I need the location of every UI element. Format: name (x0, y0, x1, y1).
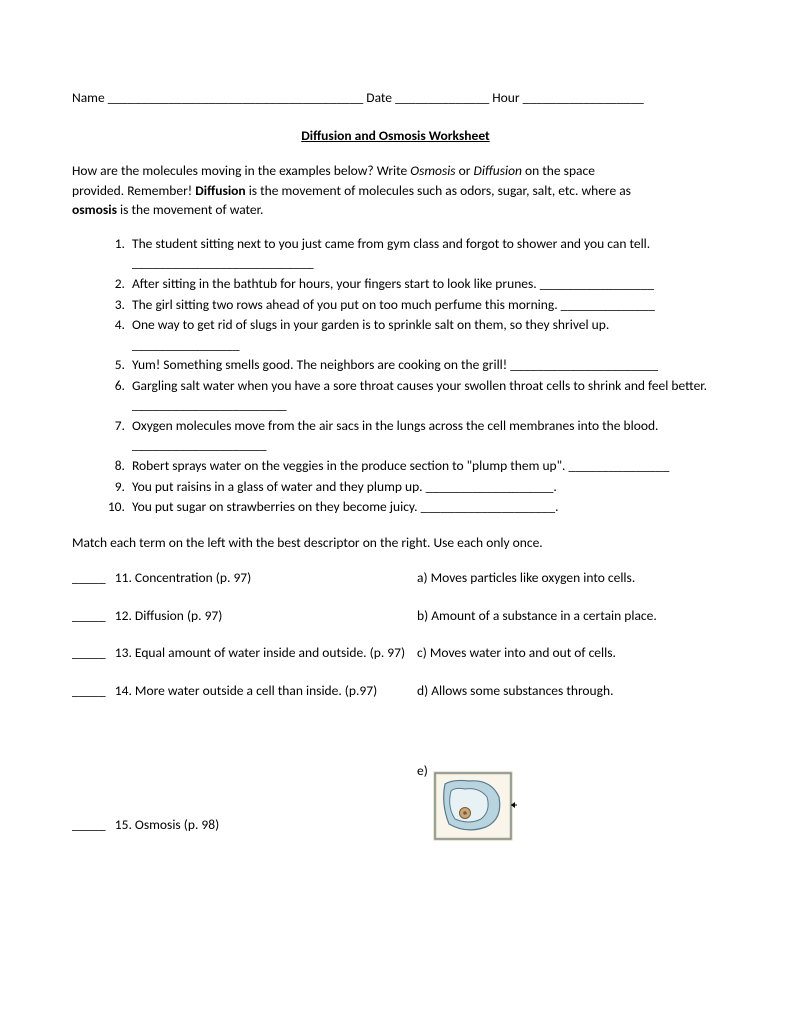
match-right: a) Moves particles like oxygen into cell… (417, 568, 719, 588)
cell-diagram-icon (431, 769, 517, 843)
match-right: c) Moves water into and out of cells. (417, 643, 719, 663)
question-item: Gargling salt water when you have a sore… (128, 376, 719, 415)
match-answer-letter: e) (417, 762, 428, 779)
intro-text: or (456, 162, 474, 179)
match-row: _____ 11. Concentration (p. 97) a) Moves… (72, 568, 719, 588)
match-term: 14. More water outside a cell than insid… (115, 682, 377, 699)
intro-bold-osmosis: osmosis (72, 201, 117, 218)
intro-text: on the space (522, 162, 595, 179)
match-row: _____ 15. Osmosis (p. 98) e) (72, 761, 719, 835)
intro-paragraph: How are the molecules moving in the exam… (72, 161, 719, 220)
match-left: _____ 11. Concentration (p. 97) (72, 568, 417, 588)
match-row: _____ 14. More water outside a cell than… (72, 681, 719, 701)
match-right: b) Amount of a substance in a certain pl… (417, 606, 719, 626)
question-list: The student sitting next to you just cam… (72, 234, 719, 517)
question-item: The girl sitting two rows ahead of you p… (128, 295, 719, 315)
worksheet-title: Diffusion and Osmosis Worksheet (72, 126, 719, 146)
header-fields: Name ___________________________________… (72, 88, 719, 108)
match-left: _____ 15. Osmosis (p. 98) (72, 815, 417, 835)
match-left: _____ 13. Equal amount of water inside a… (72, 643, 417, 663)
question-item: Robert sprays water on the veggies in th… (128, 456, 719, 476)
match-row: _____ 13. Equal amount of water inside a… (72, 643, 719, 663)
intro-bold-diffusion: Diffusion (195, 182, 245, 199)
match-row: _____ 12. Diffusion (p. 97) b) Amount of… (72, 606, 719, 626)
match-left: _____ 12. Diffusion (p. 97) (72, 606, 417, 626)
question-item: The student sitting next to you just cam… (128, 234, 719, 273)
intro-text: is the movement of water. (117, 201, 263, 218)
matching-section: _____ 11. Concentration (p. 97) a) Moves… (72, 568, 719, 834)
question-item: You put sugar on strawberries on they be… (128, 497, 719, 517)
intro-text: is the movement of molecules such as odo… (246, 182, 631, 199)
name-date-hour-line: Name ___________________________________… (72, 89, 644, 106)
question-item: You put raisins in a glass of water and … (128, 477, 719, 497)
worksheet-page: Name ___________________________________… (0, 0, 791, 1024)
match-term: 12. Diffusion (p. 97) (115, 607, 223, 624)
question-item: Oxygen molecules move from the air sacs … (128, 416, 719, 455)
match-left: _____ 14. More water outside a cell than… (72, 681, 417, 701)
question-item: After sitting in the bathtub for hours, … (128, 274, 719, 294)
intro-term-diffusion: Diffusion (474, 162, 522, 179)
intro-text: How are the molecules moving in the exam… (72, 162, 410, 179)
intro-term-osmosis: Osmosis (410, 162, 455, 179)
question-item: Yum! Something smells good. The neighbor… (128, 355, 719, 375)
match-right: e) (417, 761, 719, 835)
question-item: One way to get rid of slugs in your gard… (128, 315, 719, 354)
match-term: 13. Equal amount of water inside and out… (115, 644, 405, 661)
match-term: 15. Osmosis (p. 98) (115, 816, 219, 833)
intro-text: provided. Remember! (72, 182, 195, 199)
matching-instructions: Match each term on the left with the bes… (72, 533, 719, 553)
match-term: 11. Concentration (p. 97) (115, 569, 251, 586)
match-right: d) Allows some substances through. (417, 681, 719, 701)
